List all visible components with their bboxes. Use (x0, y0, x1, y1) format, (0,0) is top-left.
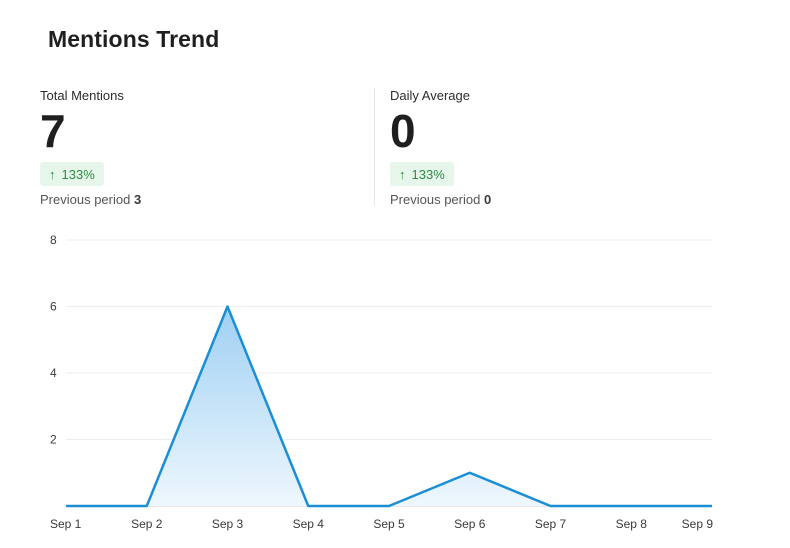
series-area (66, 306, 712, 506)
x-tick-label: Sep 6 (454, 517, 486, 531)
daily-average-change-badge: ↑ 133% (390, 162, 454, 186)
x-tick-label: Sep 5 (373, 517, 405, 531)
y-tick-label: 8 (50, 233, 57, 247)
daily-average-value: 0 (390, 105, 416, 157)
total-mentions-change-badge: ↑ 133% (40, 162, 104, 186)
total-mentions-previous: Previous period 3 (40, 192, 340, 207)
page-title: Mentions Trend (48, 26, 220, 52)
data-point-sep-5[interactable] (386, 503, 392, 509)
x-tick-label: Sep 1 (50, 517, 82, 531)
y-tick-label: 2 (50, 433, 57, 447)
daily-average-previous-value: 0 (483, 192, 492, 207)
arrow-up-icon: ↑ (49, 166, 56, 182)
data-point-sep-4[interactable] (305, 503, 311, 509)
daily-average-previous: Previous period 0 (390, 192, 690, 207)
total-mentions-previous-label: Previous period (40, 192, 131, 207)
arrow-up-icon: ↑ (399, 166, 406, 182)
data-point-sep-8[interactable] (628, 503, 634, 509)
data-point-sep-6[interactable] (467, 470, 473, 476)
data-point-sep-1[interactable] (63, 503, 69, 509)
x-tick-label: Sep 7 (535, 517, 567, 531)
series-line (66, 305, 712, 508)
data-point-sep-7[interactable] (548, 503, 554, 509)
total-mentions-card: Total Mentions 7 ↑ 133% Previous period … (40, 88, 340, 207)
daily-average-label: Daily Average (390, 88, 470, 103)
x-tick-label: Sep 9 (682, 517, 714, 531)
data-point-sep-9[interactable] (709, 503, 715, 509)
total-mentions-label: Total Mentions (40, 88, 124, 103)
data-point-sep-3[interactable] (225, 304, 231, 310)
daily-average-card: Daily Average 0 ↑ 133% Previous period 0 (390, 88, 690, 207)
total-mentions-change: 133% (61, 166, 95, 182)
y-tick-label: 4 (50, 366, 57, 380)
daily-average-change: 133% (411, 166, 445, 182)
x-tick-label: Sep 4 (293, 517, 325, 531)
total-mentions-value: 7 (40, 105, 66, 157)
x-tick-label: Sep 2 (131, 517, 163, 531)
daily-average-previous-label: Previous period (390, 192, 481, 207)
data-point-sep-2[interactable] (144, 503, 150, 509)
x-tick-label: Sep 8 (616, 517, 648, 531)
x-tick-label: Sep 3 (212, 517, 244, 531)
stats-divider (374, 88, 375, 206)
total-mentions-previous-value: 3 (133, 192, 142, 207)
y-tick-label: 6 (50, 300, 57, 314)
